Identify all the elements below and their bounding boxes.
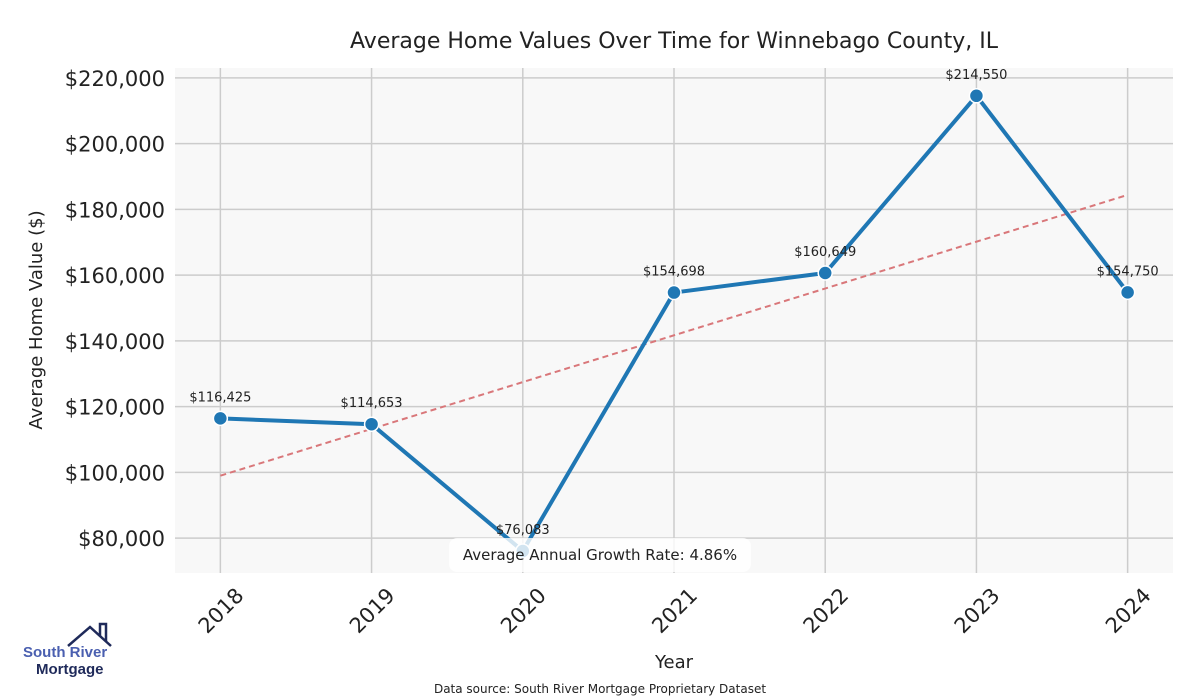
y-tick-label: $220,000 — [65, 67, 165, 91]
south-river-mortgage-logo: South River Mortgage — [22, 622, 117, 682]
data-point — [968, 88, 985, 104]
y-tick-label: $100,000 — [65, 461, 165, 485]
y-tick-label: $200,000 — [65, 133, 165, 157]
data-label: $154,698 — [643, 265, 705, 280]
data-label: $116,425 — [189, 390, 251, 405]
x-tick-label: 2023 — [950, 583, 1005, 638]
data-label: $114,653 — [341, 396, 403, 411]
trend-line — [220, 193, 1128, 477]
data-point — [817, 265, 833, 281]
x-tick-label: 2019 — [345, 583, 400, 638]
x-tick-label: 2020 — [496, 583, 551, 638]
y-tick-label: $120,000 — [65, 396, 165, 420]
house-icon — [67, 622, 112, 647]
growth-rate-annotation: Average Annual Growth Rate: 4.86% — [463, 546, 737, 564]
y-tick-label: $80,000 — [78, 527, 165, 551]
x-tick-label: 2022 — [799, 583, 854, 638]
data-point — [1119, 284, 1136, 301]
logo-line1: South River — [23, 644, 108, 661]
x-tick-label: 2018 — [194, 583, 249, 638]
y-tick-label: $140,000 — [65, 330, 165, 354]
data-label: $154,750 — [1097, 264, 1159, 279]
logo-line2: Mortgage — [36, 661, 104, 678]
y-tick-label: $180,000 — [65, 198, 165, 222]
data-label: $76,083 — [496, 523, 550, 538]
x-tick-label: 2024 — [1101, 583, 1156, 638]
chart-title: Average Home Values Over Time for Winneb… — [350, 29, 999, 54]
data-point — [666, 284, 682, 301]
x-tick-label: 2021 — [647, 583, 702, 638]
data-point — [212, 410, 229, 427]
footer-source: Data source: South River Mortgage Propri… — [434, 682, 766, 696]
data-point — [363, 416, 380, 432]
y-axis-label: Average Home Value ($) — [26, 210, 47, 429]
x-axis-label: Year — [654, 652, 694, 673]
data-label: $214,550 — [945, 68, 1007, 83]
data-label: $160,649 — [794, 245, 856, 260]
annotation-box — [449, 538, 751, 572]
y-tick-label: $160,000 — [65, 264, 165, 288]
